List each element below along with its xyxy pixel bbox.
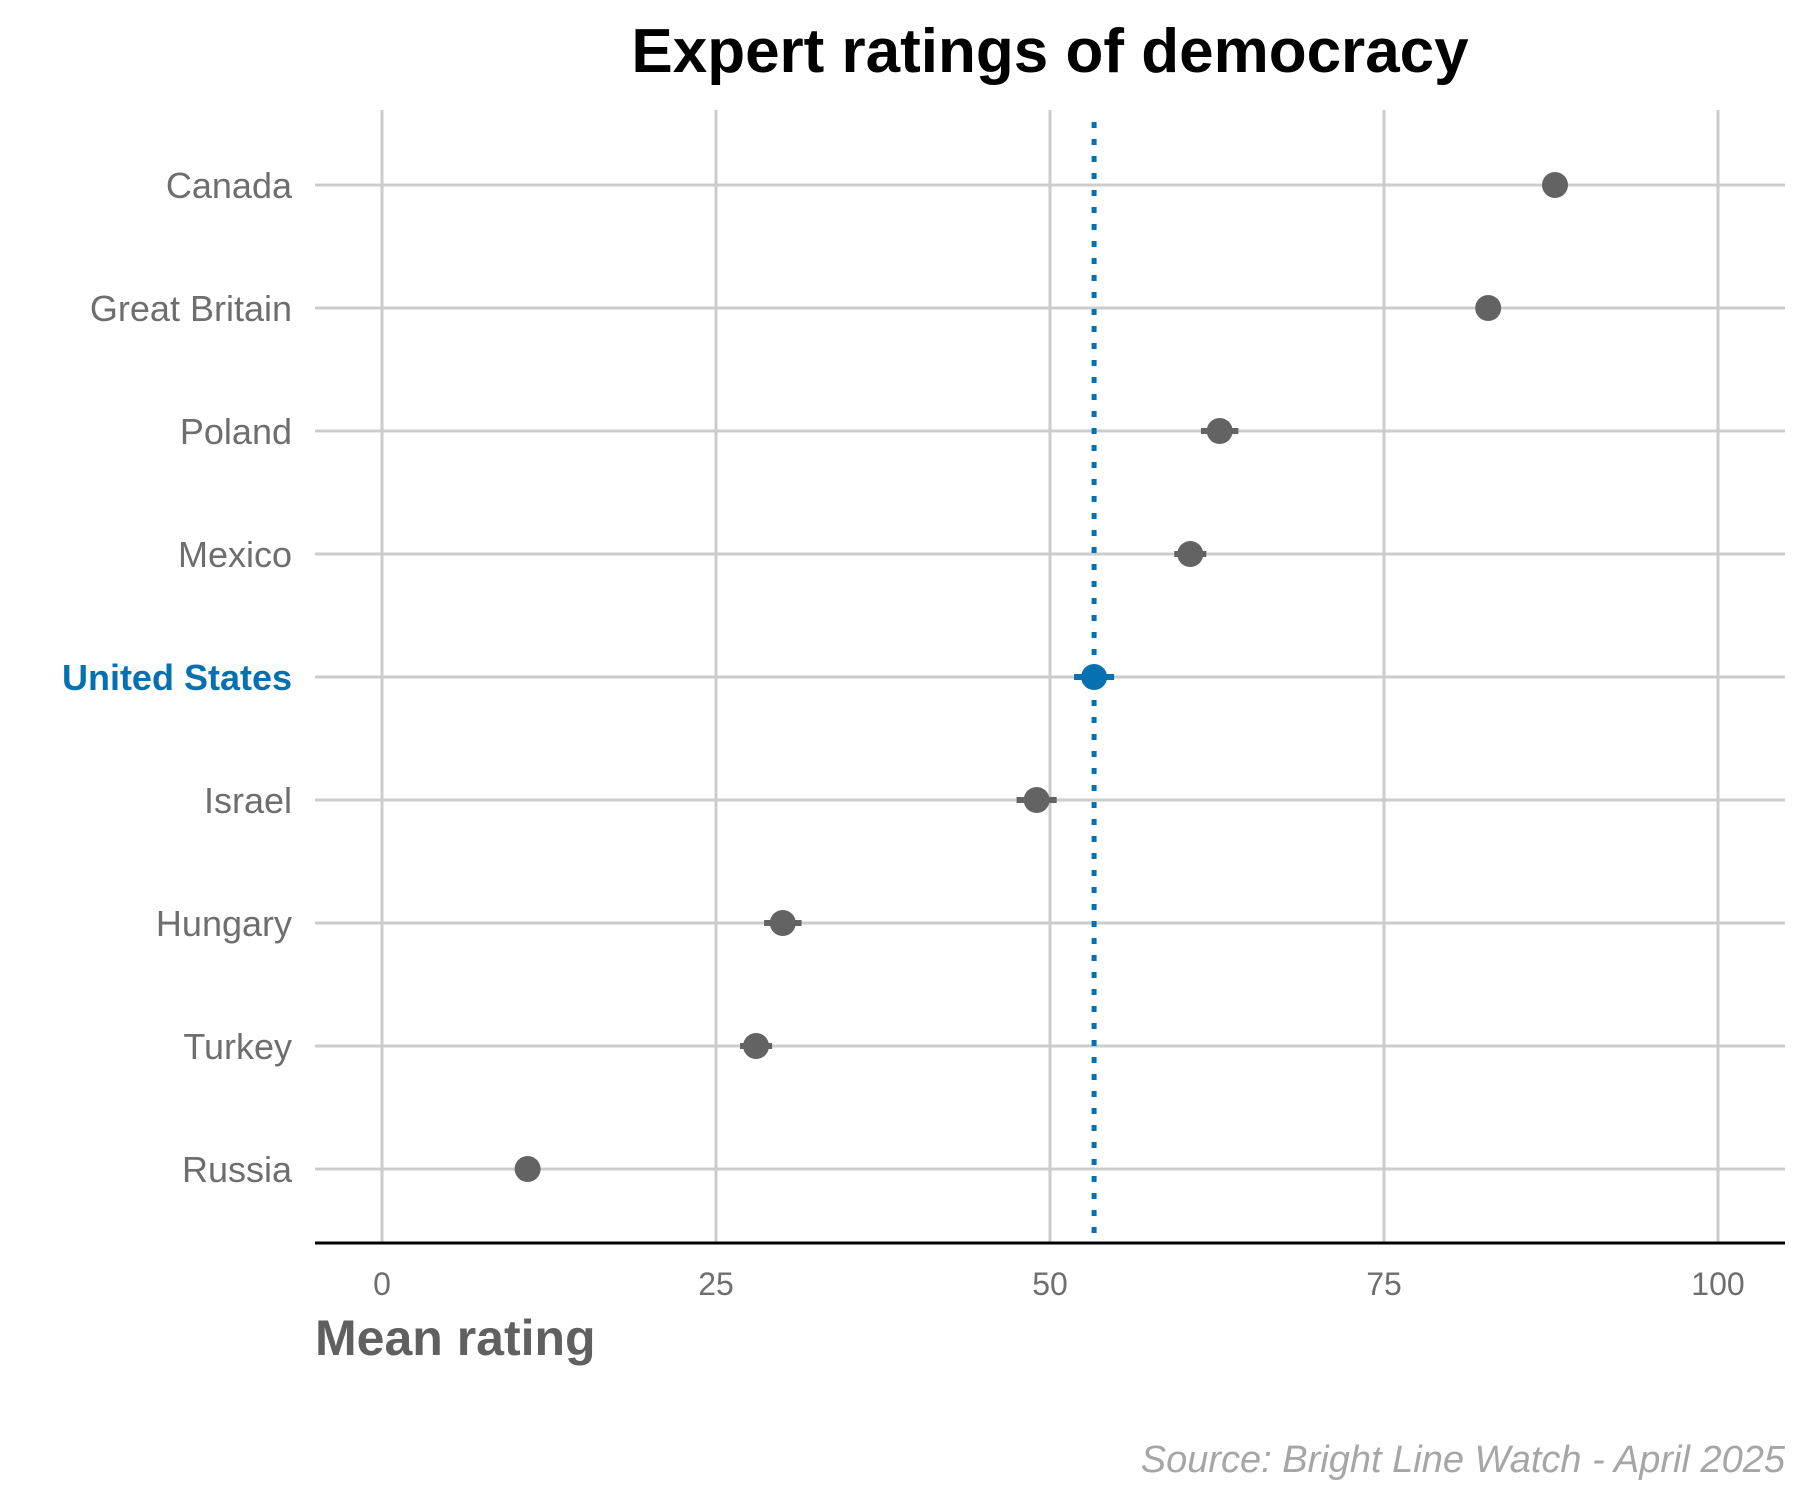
data-point	[1206, 418, 1233, 444]
x-axis: 0 25 50 75 100	[315, 1241, 1785, 1302]
data-point	[1475, 295, 1502, 321]
data-points	[514, 172, 1569, 1182]
country-label: Mexico	[178, 534, 292, 575]
data-point	[1081, 664, 1108, 690]
country-label: Great Britain	[90, 288, 292, 329]
country-label: Turkey	[183, 1026, 292, 1067]
data-point	[514, 1156, 541, 1182]
x-tick-label: 25	[698, 1266, 734, 1302]
country-label: Canada	[166, 165, 293, 206]
x-tick-label: 50	[1032, 1266, 1068, 1302]
chart-title: Expert ratings of democracy	[631, 17, 1469, 86]
x-tick-label: 100	[1691, 1266, 1744, 1302]
country-labels: Canada Great Britain Poland Mexico United St…	[62, 165, 293, 1190]
data-point	[743, 1033, 770, 1059]
x-tick-label: 0	[373, 1266, 391, 1302]
data-point	[769, 910, 796, 936]
country-label: Israel	[204, 780, 292, 821]
country-label: United States	[62, 657, 292, 698]
x-axis-title: Mean rating	[315, 1310, 596, 1366]
country-label: Poland	[180, 411, 292, 452]
data-point	[1023, 787, 1050, 813]
data-point	[1542, 172, 1569, 198]
source-note: Source: Bright Line Watch - April 2025	[1141, 1439, 1786, 1481]
grid-lines	[315, 110, 1785, 1243]
x-tick-label: 75	[1366, 1266, 1402, 1302]
data-point	[1177, 541, 1204, 567]
country-label: Russia	[182, 1149, 293, 1190]
country-label: Hungary	[156, 903, 292, 944]
